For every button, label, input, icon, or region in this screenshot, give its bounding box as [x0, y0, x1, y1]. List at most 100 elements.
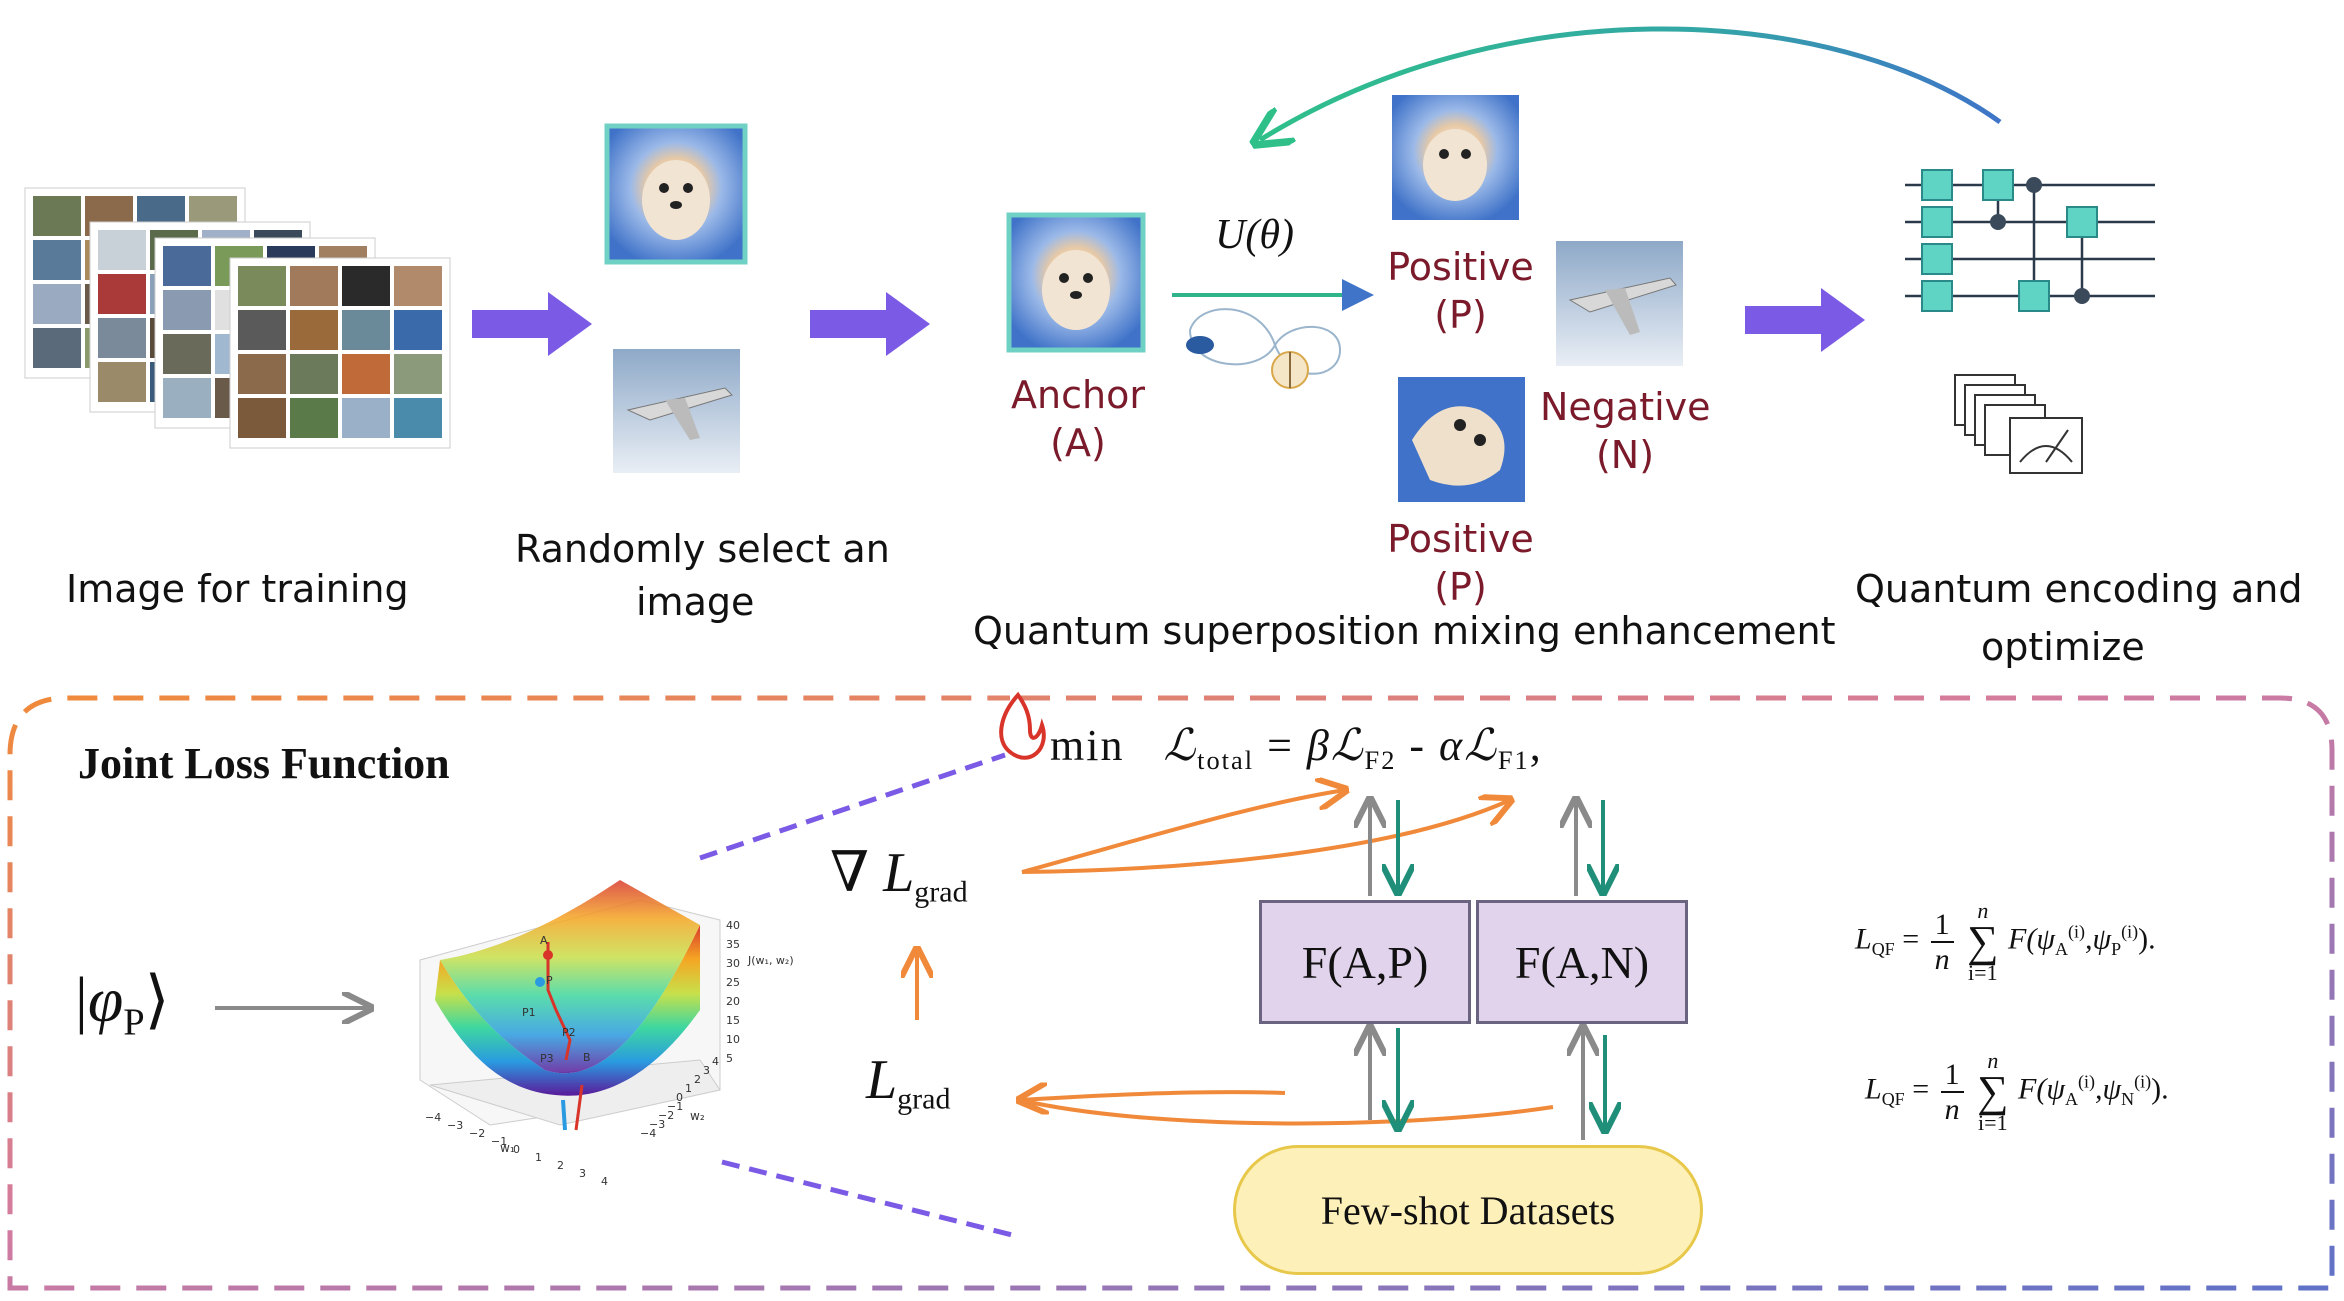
landscape-point-label: P1: [522, 1006, 536, 1019]
fidelity-flow-arrows: [1370, 800, 1605, 1140]
superposition-icon: [1186, 308, 1342, 389]
lgrad-sub: grad: [897, 1082, 951, 1116]
y-tick-label: 0: [676, 1091, 683, 1104]
ket-sub: P: [123, 1001, 145, 1044]
x-tick-label: −4: [425, 1111, 442, 1124]
z-tick-label: 15: [726, 1014, 740, 1027]
y-tick-label: 2: [694, 1073, 701, 1086]
negative-plane-image: [1556, 241, 1683, 366]
eq1-b-sub: P: [2111, 938, 2122, 959]
loss-total-symbol: ℒ: [1163, 721, 1198, 770]
eq1-sum: n ∑ i=1: [1967, 900, 1998, 984]
eq2-den: n: [1944, 1092, 1960, 1126]
positive-dog-image-2: [1398, 377, 1525, 502]
block-arrow-1: [472, 292, 592, 356]
z-tick-label: 10: [726, 1033, 740, 1046]
loss-f1-sub: F1: [1497, 745, 1530, 776]
gradient-flow-arrows: [917, 790, 1554, 1126]
state-ket: |φP⟩: [75, 968, 170, 1042]
eq1-end: ).: [2138, 922, 2156, 956]
eq2-lhs: L: [1865, 1072, 1882, 1106]
stage-encoding-label-line2: optimize: [1981, 625, 2145, 669]
few-shot-datasets: Few-shot Datasets: [1233, 1145, 1703, 1275]
x-axis-label: w₁: [500, 1141, 515, 1155]
loss-total-sub: total: [1197, 745, 1255, 776]
unitary-operator-label: U(θ): [1215, 212, 1294, 258]
x-tick-label: −3: [447, 1119, 464, 1132]
anchor-label-line1: Anchor: [1011, 373, 1145, 417]
loss-equals: =: [1267, 721, 1294, 770]
eq2-sup2: (i): [2134, 1071, 2152, 1092]
quantum-circuit: [1905, 169, 2155, 312]
eq2-end: ).: [2151, 1072, 2169, 1106]
loss-minus: -: [1409, 721, 1427, 770]
eq2-num: 1: [1940, 1058, 1964, 1093]
nabla-symbol: ∇: [830, 842, 870, 904]
grad-sub: grad: [914, 875, 968, 909]
loss-f2-symbol: ℒ: [1330, 721, 1365, 770]
loss-f2-sub: F2: [1364, 745, 1397, 776]
eq1-a-sub: A: [2054, 938, 2068, 959]
x-tick-label: 0: [513, 1143, 520, 1156]
x-tick-label: 1: [535, 1151, 542, 1164]
eq2-sum-top: n: [1987, 1048, 1999, 1073]
positive-label-1-line1: Positive: [1387, 245, 1534, 289]
z-tick-label: 5: [726, 1052, 733, 1065]
eq2-sum: n ∑ i=1: [1977, 1050, 2008, 1134]
eq1-body: F(ψ: [2008, 922, 2055, 956]
y-tick-label: −2: [658, 1109, 675, 1122]
grad-nabla-term: ∇ Lgrad: [830, 845, 968, 908]
eq2-mid: ,ψ: [2094, 1072, 2122, 1106]
anchor-label-line2: (A): [1050, 421, 1106, 465]
eq1-eq: =: [1902, 922, 1920, 956]
loss-alpha: α: [1439, 721, 1465, 770]
eq2-sigma: ∑: [1977, 1067, 2009, 1116]
eq2-a-sub: A: [2064, 1088, 2078, 1109]
eq2-b-sub: N: [2121, 1088, 2135, 1109]
eq1-sup: (i): [2067, 921, 2085, 942]
ket-symbol: φ: [87, 964, 124, 1035]
joint-loss-title: Joint Loss Function: [78, 739, 450, 788]
eq2-eq: =: [1912, 1072, 1930, 1106]
y-tick-label: 1: [685, 1082, 692, 1095]
zoom-line-top: [699, 752, 1006, 861]
loss-f1-symbol: ℒ: [1464, 721, 1498, 770]
landscape-point-label: A: [540, 934, 548, 947]
loss-landscape-plot: [419, 880, 721, 1131]
y-tick-label: 4: [712, 1055, 719, 1068]
lgrad-term: Lgrad: [866, 1052, 950, 1115]
lgrad-symbol: L: [866, 1049, 898, 1111]
zoom-line-bottom: [721, 1159, 1021, 1240]
z-tick-label: 30: [726, 957, 740, 970]
z-tick-label: 35: [726, 938, 740, 951]
stage-training-label: Image for training: [66, 567, 409, 611]
block-arrow-2: [810, 292, 930, 356]
fidelity-box-ap: F(A,P): [1259, 900, 1471, 1024]
stage-select-label-line2: image: [636, 580, 755, 624]
positive-label-2-line2: (P): [1434, 565, 1487, 609]
flame-icon: [999, 691, 1046, 760]
eq2-body: F(ψ: [2018, 1072, 2065, 1106]
anchor-dog-image: [1006, 212, 1146, 353]
eq1-sum-top: n: [1977, 898, 1989, 923]
y-tick-label: −4: [640, 1127, 657, 1140]
fidelity-box-an: F(A,N): [1476, 900, 1688, 1024]
x-tick-label: 2: [557, 1159, 564, 1172]
positive-label-2-line1: Positive: [1387, 517, 1534, 561]
z-axis-label: J(w₁, w₂): [748, 954, 794, 967]
measurement-icon: [1954, 374, 2083, 474]
eq1-lhs-sub: QF: [1871, 938, 1895, 959]
eq2-sup: (i): [2077, 1071, 2095, 1092]
x-tick-label: 4: [601, 1175, 608, 1188]
landscape-point-label: P: [546, 974, 553, 987]
eq1-sigma: ∑: [1967, 917, 1999, 966]
stage-encoding-label-line1: Quantum encoding and: [1855, 567, 2303, 611]
z-tick-label: 20: [726, 995, 740, 1008]
stage-select-label-line1: Randomly select an: [515, 527, 890, 571]
eq1-sum-bot: i=1: [1968, 959, 1998, 985]
eq1-den: n: [1934, 942, 1950, 976]
